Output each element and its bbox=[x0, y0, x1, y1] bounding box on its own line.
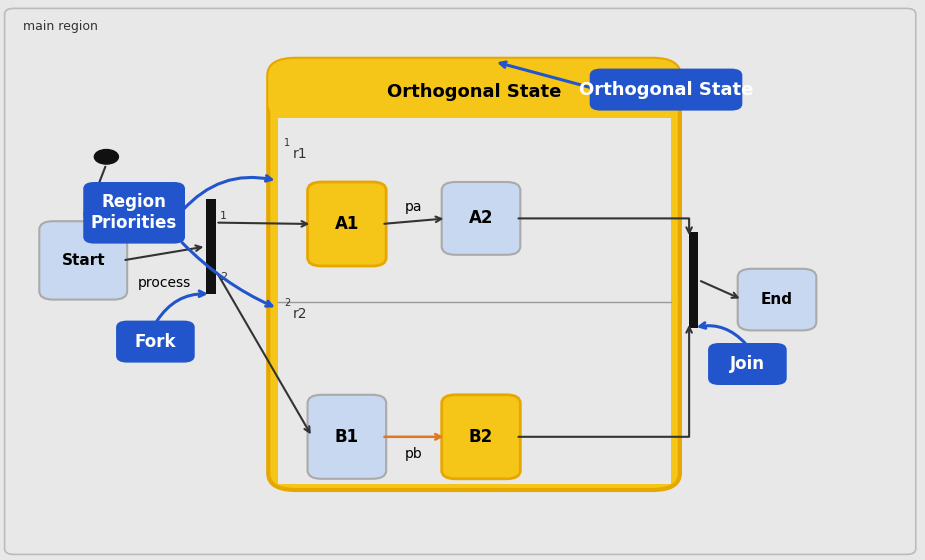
Text: B1: B1 bbox=[335, 428, 359, 446]
FancyBboxPatch shape bbox=[442, 182, 520, 255]
Circle shape bbox=[94, 150, 118, 164]
FancyBboxPatch shape bbox=[442, 395, 520, 479]
FancyBboxPatch shape bbox=[709, 343, 786, 385]
FancyBboxPatch shape bbox=[83, 182, 185, 244]
FancyBboxPatch shape bbox=[590, 69, 742, 111]
Text: 1: 1 bbox=[220, 211, 228, 221]
Text: Fork: Fork bbox=[135, 333, 176, 351]
Text: A2: A2 bbox=[469, 209, 493, 227]
FancyBboxPatch shape bbox=[307, 182, 387, 266]
Text: 1: 1 bbox=[284, 138, 290, 148]
Text: process: process bbox=[138, 276, 191, 290]
Bar bbox=[278, 118, 671, 484]
FancyBboxPatch shape bbox=[307, 395, 387, 479]
FancyBboxPatch shape bbox=[268, 59, 680, 120]
Text: B2: B2 bbox=[469, 428, 493, 446]
FancyBboxPatch shape bbox=[738, 269, 817, 330]
Text: A1: A1 bbox=[335, 215, 359, 233]
Text: Orthogonal State: Orthogonal State bbox=[579, 81, 753, 99]
Text: 2: 2 bbox=[220, 272, 228, 282]
Text: pa: pa bbox=[405, 200, 423, 214]
FancyBboxPatch shape bbox=[268, 59, 680, 490]
FancyBboxPatch shape bbox=[39, 221, 128, 300]
FancyBboxPatch shape bbox=[117, 320, 195, 363]
Text: main region: main region bbox=[23, 20, 98, 32]
Text: r2: r2 bbox=[293, 307, 308, 321]
Text: End: End bbox=[761, 292, 793, 307]
Bar bbox=[206, 199, 216, 294]
Text: Orthogonal State: Orthogonal State bbox=[388, 83, 561, 101]
Text: Join: Join bbox=[730, 355, 765, 373]
Bar bbox=[689, 232, 698, 328]
Text: 2: 2 bbox=[284, 298, 290, 308]
Text: Region
Priorities: Region Priorities bbox=[91, 193, 178, 232]
FancyBboxPatch shape bbox=[5, 8, 916, 554]
Text: Start: Start bbox=[61, 253, 105, 268]
Text: pb: pb bbox=[405, 447, 423, 460]
Text: r1: r1 bbox=[293, 147, 308, 161]
